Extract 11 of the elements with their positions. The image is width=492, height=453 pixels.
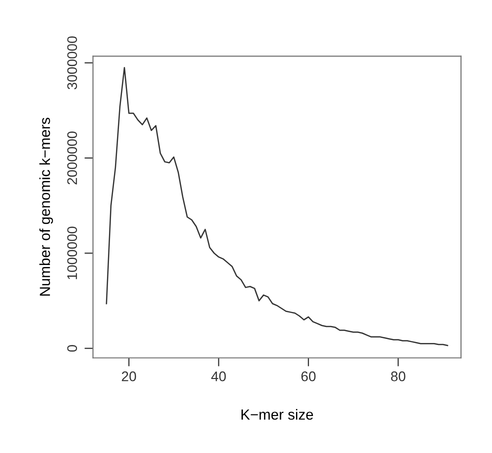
y-tick-label: 0: [67, 345, 78, 352]
x-tick-label: 40: [211, 371, 226, 382]
x-tick-label: 20: [122, 371, 136, 382]
y-tick-label: 2000000: [67, 132, 78, 184]
x-axis-title: K−mer size: [242, 409, 314, 420]
y-tick-label: 1000000: [67, 226, 78, 280]
x-tick-label: 80: [391, 371, 406, 382]
y-axis-title: Number of genomic k−mers: [39, 118, 53, 296]
line-series: [106, 66, 448, 346]
y-tick-label: 3000000: [67, 36, 78, 90]
x-tick-label: 60: [301, 371, 316, 382]
